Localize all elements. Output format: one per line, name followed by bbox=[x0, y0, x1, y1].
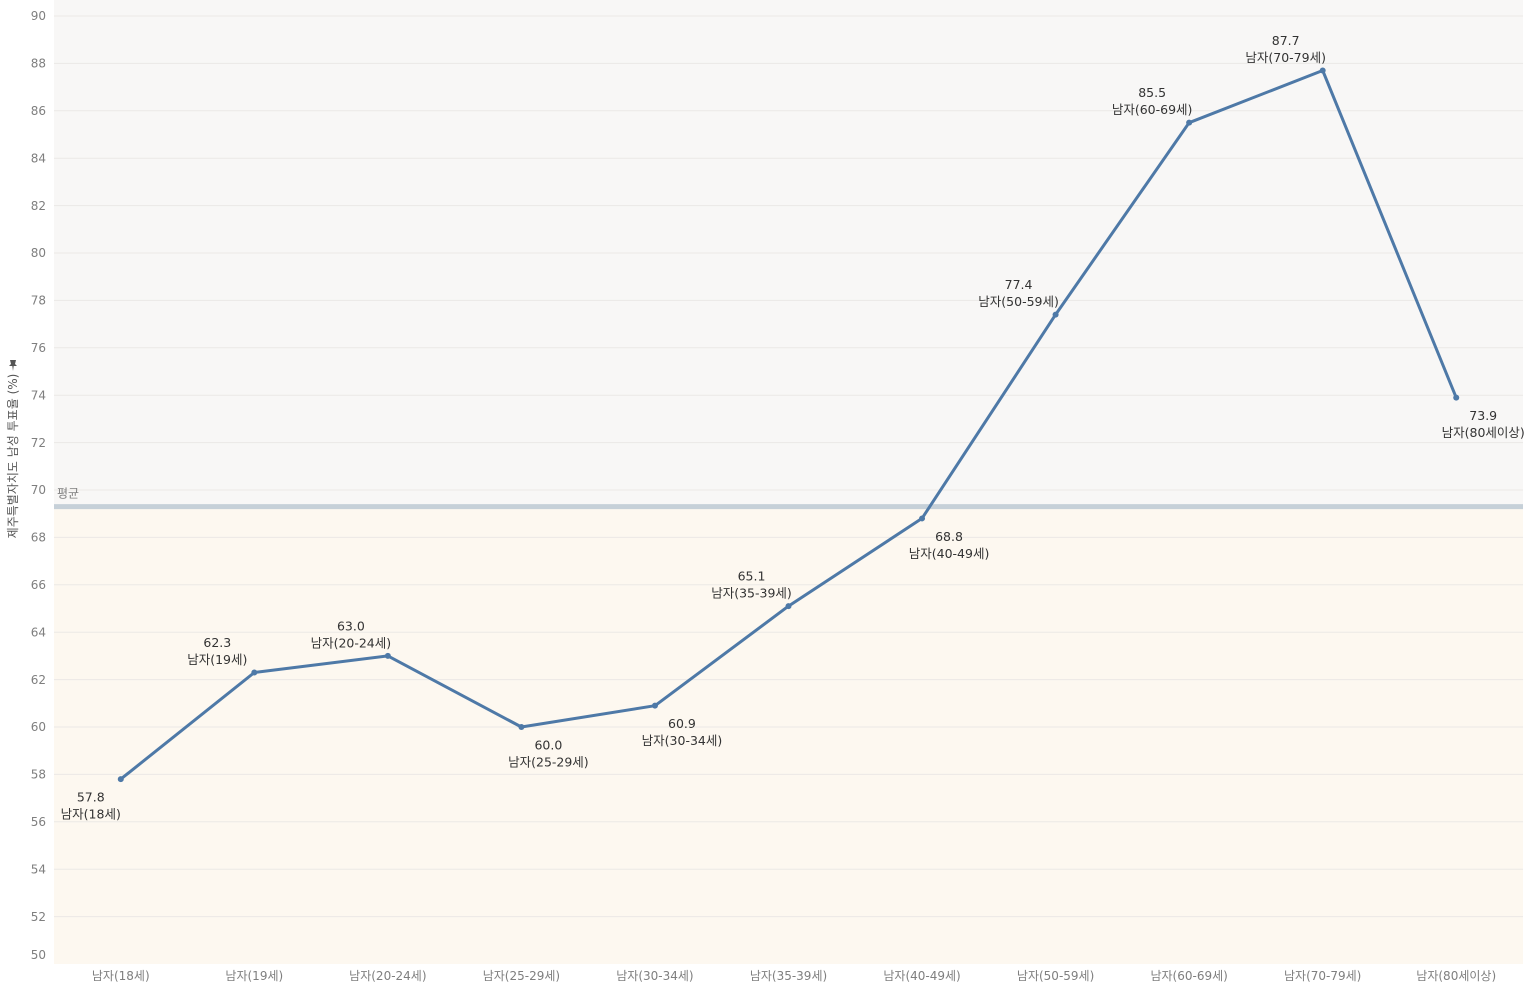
data-labels: 57.8 남자(18세) 62.3 남자(19세) 63.0 남자(20-24세) 60.0… bbox=[61, 33, 1525, 822]
y-tick-label: 68 bbox=[31, 531, 46, 545]
y-tick-label: 78 bbox=[31, 294, 46, 308]
data-label-value: 57.8 bbox=[77, 790, 105, 805]
data-point bbox=[1453, 394, 1460, 401]
data-label-category: 남자(40-49세) bbox=[909, 546, 990, 561]
data-label-value: 62.3 bbox=[203, 635, 231, 650]
data-label-category: 남자(19세) bbox=[187, 652, 247, 667]
y-tick-label: 60 bbox=[31, 720, 46, 734]
data-point bbox=[1186, 119, 1193, 126]
y-tick-label: 76 bbox=[31, 341, 46, 355]
data-label-category: 남자(30-34세) bbox=[642, 733, 723, 748]
data-label-category: 남자(70-79세) bbox=[1245, 50, 1326, 65]
y-tick-label: 58 bbox=[31, 768, 46, 782]
data-point bbox=[919, 515, 926, 522]
y-tick-label: 50 bbox=[31, 948, 46, 962]
x-tick-label: 남자(70-79세) bbox=[1284, 969, 1361, 983]
data-label-value: 68.8 bbox=[935, 529, 963, 544]
data-label-value: 73.9 bbox=[1469, 408, 1497, 423]
x-tick-label: 남자(60-69세) bbox=[1150, 969, 1227, 983]
y-tick-label: 82 bbox=[31, 199, 46, 213]
data-label-category: 남자(60-69세) bbox=[1112, 102, 1193, 117]
data-point bbox=[1319, 67, 1326, 74]
data-label-value: 87.7 bbox=[1272, 33, 1300, 48]
pin-icon bbox=[9, 360, 17, 371]
y-tick-label: 56 bbox=[31, 815, 46, 829]
y-tick-label: 62 bbox=[31, 673, 46, 687]
y-tick-label: 90 bbox=[31, 9, 46, 23]
data-point bbox=[1052, 311, 1059, 318]
data-label-category: 남자(35-39세) bbox=[711, 586, 792, 601]
data-label-category: 남자(20-24세) bbox=[311, 635, 392, 650]
data-points bbox=[117, 67, 1460, 783]
x-tick-label: 남자(35-39세) bbox=[750, 969, 827, 983]
data-label-value: 85.5 bbox=[1138, 85, 1166, 100]
gridlines bbox=[54, 15, 1523, 918]
y-tick-label: 88 bbox=[31, 57, 46, 71]
data-label-category: 남자(80세이상) bbox=[1442, 425, 1525, 440]
y-axis-label: 제주특별자치도 남성 투표율 (%) bbox=[6, 374, 20, 539]
x-tick-label: 남자(80세이상) bbox=[1416, 969, 1496, 983]
data-point bbox=[117, 776, 124, 783]
y-tick-label: 80 bbox=[31, 246, 46, 260]
y-tick-label: 70 bbox=[31, 483, 46, 497]
y-axis-title: 제주특별자치도 남성 투표율 (%) bbox=[6, 360, 20, 538]
y-tick-label: 72 bbox=[31, 436, 46, 450]
data-label-category: 남자(25-29세) bbox=[508, 754, 589, 769]
y-axis-ticks: 50 52 54 56 58 60 62 64 66 68 70 72 74 76 78 80 82 84 86 88… bbox=[31, 9, 46, 962]
x-tick-label: 남자(30-34세) bbox=[616, 969, 693, 983]
data-label-value: 60.0 bbox=[534, 737, 562, 752]
average-reference-label: 평균 bbox=[57, 487, 79, 501]
x-tick-label: 남자(40-49세) bbox=[883, 969, 960, 983]
y-tick-label: 54 bbox=[31, 862, 46, 876]
x-tick-label: 남자(20-24세) bbox=[349, 969, 426, 983]
y-tick-label: 86 bbox=[31, 104, 46, 118]
x-tick-label: 남자(50-59세) bbox=[1017, 969, 1094, 983]
data-point bbox=[651, 702, 658, 709]
data-point bbox=[785, 603, 792, 610]
y-tick-label: 74 bbox=[31, 388, 46, 402]
data-point bbox=[518, 724, 525, 730]
x-tick-label: 남자(19세) bbox=[225, 969, 283, 983]
y-tick-label: 84 bbox=[31, 151, 46, 165]
data-label-category: 남자(18세) bbox=[61, 807, 121, 822]
y-tick-label: 66 bbox=[31, 578, 46, 592]
data-label-value: 77.4 bbox=[1005, 277, 1033, 292]
band-below-average bbox=[54, 506, 1523, 964]
data-label-category: 남자(50-59세) bbox=[978, 294, 1059, 309]
data-label-value: 65.1 bbox=[738, 569, 766, 584]
data-label-value: 63.0 bbox=[337, 618, 365, 633]
y-tick-label: 64 bbox=[31, 625, 46, 639]
data-point bbox=[251, 669, 258, 676]
x-axis-ticks: 남자(18세) 남자(19세) 남자(20-24세) 남자(25-29세) 남자(30-… bbox=[92, 969, 1496, 983]
data-label-value: 60.9 bbox=[668, 716, 696, 731]
x-tick-label: 남자(25-29세) bbox=[483, 969, 560, 983]
data-point bbox=[384, 652, 391, 659]
y-tick-label: 52 bbox=[31, 910, 46, 924]
x-tick-label: 남자(18세) bbox=[92, 969, 150, 983]
